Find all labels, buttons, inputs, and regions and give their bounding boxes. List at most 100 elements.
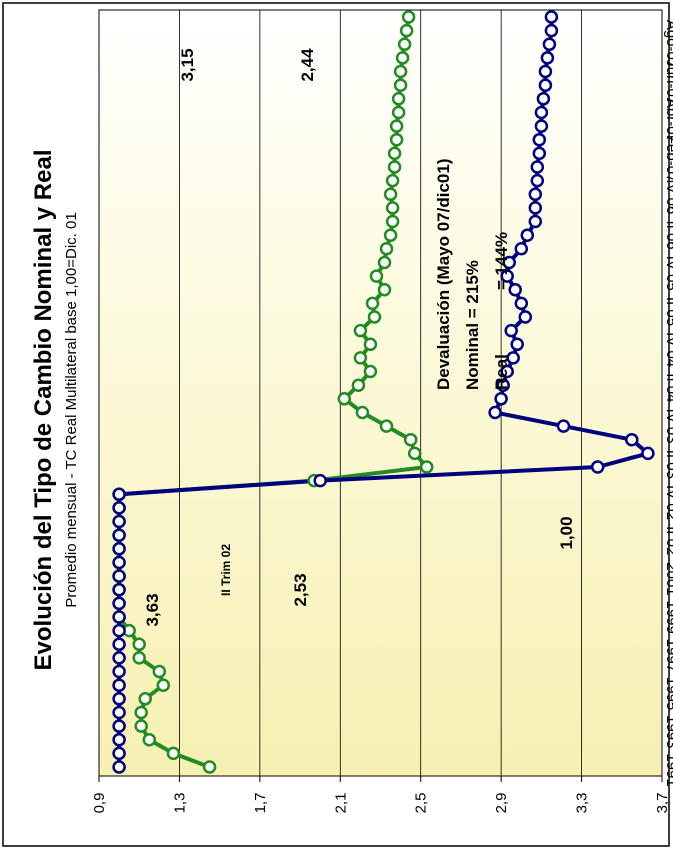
y-tick-label: 2,5: [413, 793, 430, 814]
data-point: [138, 692, 152, 706]
data-point: [166, 746, 181, 761]
data-point: [379, 242, 394, 256]
data-point: [353, 323, 368, 338]
data-point: [363, 364, 378, 379]
x-tick-label: IV 06: [663, 179, 673, 214]
x-tick-label: 1991: [663, 753, 673, 786]
data-point: [112, 596, 126, 611]
data-point: [391, 105, 406, 120]
data-point: [510, 337, 524, 352]
data-point: [363, 337, 378, 352]
data-point: [534, 105, 549, 120]
data-point: [508, 282, 522, 297]
x-tick-label: 2001: [663, 562, 673, 595]
data-point: [367, 310, 382, 324]
data-point: [337, 392, 352, 406]
data-point: [112, 678, 126, 692]
data-point: [112, 487, 126, 502]
data-point: [518, 310, 533, 324]
data-point: [132, 637, 146, 652]
data-point: [355, 405, 370, 420]
data-point: [590, 460, 605, 474]
data-point: [112, 501, 126, 515]
data-point: [496, 378, 510, 392]
x-tick-label: 1997: [663, 639, 673, 672]
y-tick-label: 0,9: [91, 793, 108, 814]
data-point: [528, 201, 543, 215]
y-tick-label: 2,9: [493, 793, 510, 814]
y-tick-label: 1,3: [171, 793, 188, 814]
data-point: [383, 187, 398, 202]
data-point: [379, 419, 394, 433]
data-point: [112, 637, 126, 652]
x-tick-label: II 04: [663, 373, 673, 402]
x-tick-label: Ago-07: [663, 20, 673, 68]
data-point: [112, 610, 126, 624]
data-point: [112, 542, 126, 556]
data-point: [504, 323, 518, 338]
data-point: [500, 269, 514, 283]
x-tick-label: 1999: [663, 600, 673, 633]
y-tick-label: 2,1: [332, 793, 349, 814]
data-point: [389, 132, 404, 147]
data-point: [369, 269, 384, 283]
data-point: [387, 146, 402, 161]
data-point: [625, 432, 639, 447]
annotation-base: 1,00: [557, 516, 576, 549]
data-point: [112, 514, 126, 529]
x-tick-label: II 02: [663, 526, 673, 555]
x-tick-label: IV 02: [663, 485, 673, 520]
data-point: [544, 10, 559, 24]
x-tick-label: IV 03: [663, 409, 673, 444]
data-point: [502, 255, 516, 270]
data-point: [407, 446, 422, 461]
data-point: [383, 228, 398, 242]
data-point: [134, 719, 148, 733]
data-point: [530, 173, 545, 188]
x-tick-label: IV 04: [663, 332, 673, 367]
data-point: [532, 146, 547, 161]
data-point: [488, 405, 502, 420]
devaluation-real-label: Real: [492, 354, 511, 390]
data-point: [112, 692, 126, 706]
data-point: [365, 296, 380, 311]
data-point: [142, 732, 157, 747]
annotation-nominal-peak: 2,53: [291, 573, 310, 606]
devaluation-nominal: Nominal = 215%: [463, 260, 482, 390]
data-point: [530, 160, 545, 174]
data-point: [538, 64, 553, 79]
devaluation-real-value: = 144%: [492, 232, 511, 290]
data-point: [112, 760, 126, 774]
data-point: [377, 255, 392, 270]
y-tick-label: 3,7: [654, 793, 671, 814]
x-tick-label: 1995: [663, 677, 673, 710]
data-point: [532, 132, 547, 147]
data-point: [538, 78, 553, 92]
y-tick-label: 3,3: [574, 793, 591, 814]
data-point: [112, 664, 126, 679]
annotation-nominal-end: 2,44: [298, 48, 317, 82]
data-point: [401, 10, 416, 24]
x-tick-label: Feb-07: [663, 135, 673, 183]
data-point: [500, 364, 514, 379]
data-point: [393, 64, 408, 79]
data-point: [132, 651, 146, 665]
data-point: [403, 432, 418, 447]
data-point: [112, 623, 126, 638]
data-point: [391, 92, 406, 106]
data-point: [112, 555, 126, 570]
annotation-real-end: 3,15: [178, 48, 197, 81]
x-tick-label: Jun-07: [663, 59, 673, 105]
data-point: [112, 569, 126, 583]
data-point: [112, 528, 126, 542]
data-point: [520, 228, 535, 242]
data-point: [395, 51, 410, 65]
data-point: [399, 23, 414, 38]
data-point: [536, 92, 551, 106]
data-point: [112, 719, 126, 733]
x-axis: 1991 1993 1995 1997 1999 2001 II 02 IV 02 II 03 I…: [663, 20, 673, 787]
chart-title: Evolución del Tipo de Cambio Nominal y R…: [30, 150, 57, 671]
data-point: [202, 760, 217, 774]
y-axis: 0,9 1,3 1,7 2,1 2,5 2,9 3,3 3,7: [91, 776, 671, 813]
